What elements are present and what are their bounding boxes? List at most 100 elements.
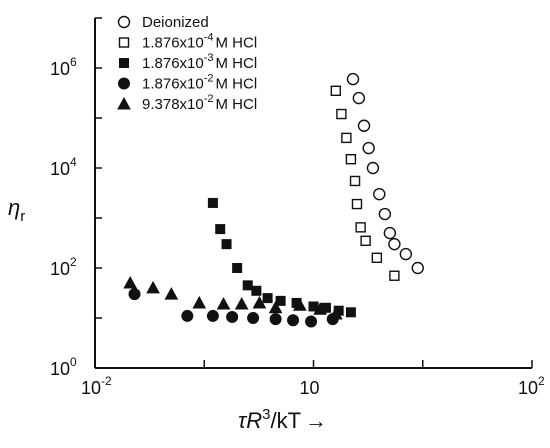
data-point <box>378 207 392 221</box>
data-point <box>181 309 194 322</box>
legend-entry: Deionized <box>117 14 209 31</box>
y-tick-base: 10 <box>50 359 70 379</box>
data-point <box>383 226 397 240</box>
data-point <box>346 72 360 86</box>
data-point <box>275 295 286 306</box>
x-axis-label-exp: 3 <box>262 406 270 423</box>
data-point <box>128 288 141 301</box>
legend-entry: 9.378x10-2 M HCl <box>117 93 257 113</box>
data-point <box>362 141 375 155</box>
y-axis-label-sub: r <box>20 208 25 225</box>
data-point <box>360 235 371 246</box>
data-point <box>293 298 307 311</box>
data-point <box>247 312 260 324</box>
x-tick-base: 10 <box>518 378 538 398</box>
data-point <box>287 314 300 327</box>
y-tick-exp: 6 <box>70 55 77 69</box>
data-point <box>192 295 207 309</box>
legend-marker <box>117 96 131 110</box>
x-tick-exp: -2 <box>101 374 112 388</box>
y-axis-label: ηr <box>8 195 25 225</box>
legend-entry: 1.876x10-3 M HCl <box>119 52 257 72</box>
y-tick-base: 10 <box>50 259 70 279</box>
points-layer <box>123 72 424 328</box>
x-axis-label-arrow: → <box>305 408 327 433</box>
legend-label-text: 1.876x10 <box>142 55 204 72</box>
data-point <box>123 276 138 289</box>
y-tick-label: 100 <box>50 355 77 379</box>
data-point <box>328 306 343 320</box>
legend-marker <box>119 58 129 68</box>
legend-label-text: 9.378x10 <box>142 96 204 113</box>
data-point <box>371 252 383 263</box>
x-axis-label-main: τR <box>238 408 262 433</box>
y-axis-label-main: η <box>8 195 20 220</box>
data-point <box>357 119 371 132</box>
legend-entry: 1.876x10-4 M HCl <box>118 32 257 52</box>
data-point <box>373 187 386 201</box>
data-point <box>345 307 356 318</box>
x-tick-exp: 2 <box>538 374 545 388</box>
data-point <box>269 313 282 326</box>
legend-marker <box>117 15 131 29</box>
data-point <box>349 175 361 187</box>
legend-label: 1.876x10-4 M HCl <box>142 32 257 52</box>
series-4 <box>123 276 343 320</box>
series-1 <box>330 85 400 281</box>
x-tick-label: 102 <box>518 374 545 398</box>
data-point <box>268 300 283 314</box>
y-tick-label: 106 <box>50 55 77 79</box>
data-point <box>330 85 342 96</box>
data-point <box>221 239 232 250</box>
legend-label-exp: -3 <box>204 52 214 64</box>
data-point <box>313 302 327 315</box>
y-tick-exp: 0 <box>70 355 77 369</box>
data-point <box>399 247 413 261</box>
data-point <box>206 309 219 322</box>
data-point <box>216 297 231 310</box>
legend-entry: 1.876x10-2 M HCl <box>118 73 257 93</box>
data-point <box>234 297 249 310</box>
data-point <box>355 222 366 233</box>
data-point <box>251 285 262 296</box>
data-point <box>341 132 352 144</box>
legend-label: 1.876x10-3 M HCl <box>142 52 257 72</box>
y-tick-base: 10 <box>50 59 70 79</box>
x-axis-label: τR3/kT → <box>238 406 327 433</box>
legend-label: Deionized <box>142 14 209 31</box>
legend-label-tail: M HCl <box>216 76 258 93</box>
legend-label-exp: -2 <box>204 93 214 105</box>
x-axis-label-tail: /kT <box>270 408 301 433</box>
legend-label: 9.378x10-2 M HCl <box>142 93 257 113</box>
data-point <box>351 198 363 210</box>
series-3 <box>128 288 339 328</box>
data-point <box>146 280 160 294</box>
y-tick-base: 10 <box>50 159 70 179</box>
data-point <box>164 287 179 300</box>
data-point <box>232 263 243 273</box>
y-tick-exp: 4 <box>70 155 77 169</box>
legend-label-exp: -2 <box>204 73 214 85</box>
axis-labels: ηr τR3/kT → <box>8 195 327 433</box>
data-point <box>336 108 347 120</box>
y-tick-label: 104 <box>50 155 77 179</box>
series-2 <box>207 197 356 318</box>
data-point <box>215 224 226 235</box>
data-point <box>389 270 400 281</box>
legend-label-tail: M HCl <box>216 35 258 52</box>
legend-label: 1.876x10-2 M HCl <box>142 73 257 93</box>
data-point <box>226 310 239 323</box>
legend-marker <box>118 77 130 90</box>
legend-label-text: 1.876x10 <box>142 76 204 93</box>
data-point <box>262 293 273 304</box>
data-point <box>366 161 380 175</box>
data-point <box>207 197 218 208</box>
data-point <box>352 91 366 105</box>
legend-label-exp: -4 <box>204 32 214 44</box>
data-point <box>252 295 267 309</box>
data-point <box>411 261 424 275</box>
